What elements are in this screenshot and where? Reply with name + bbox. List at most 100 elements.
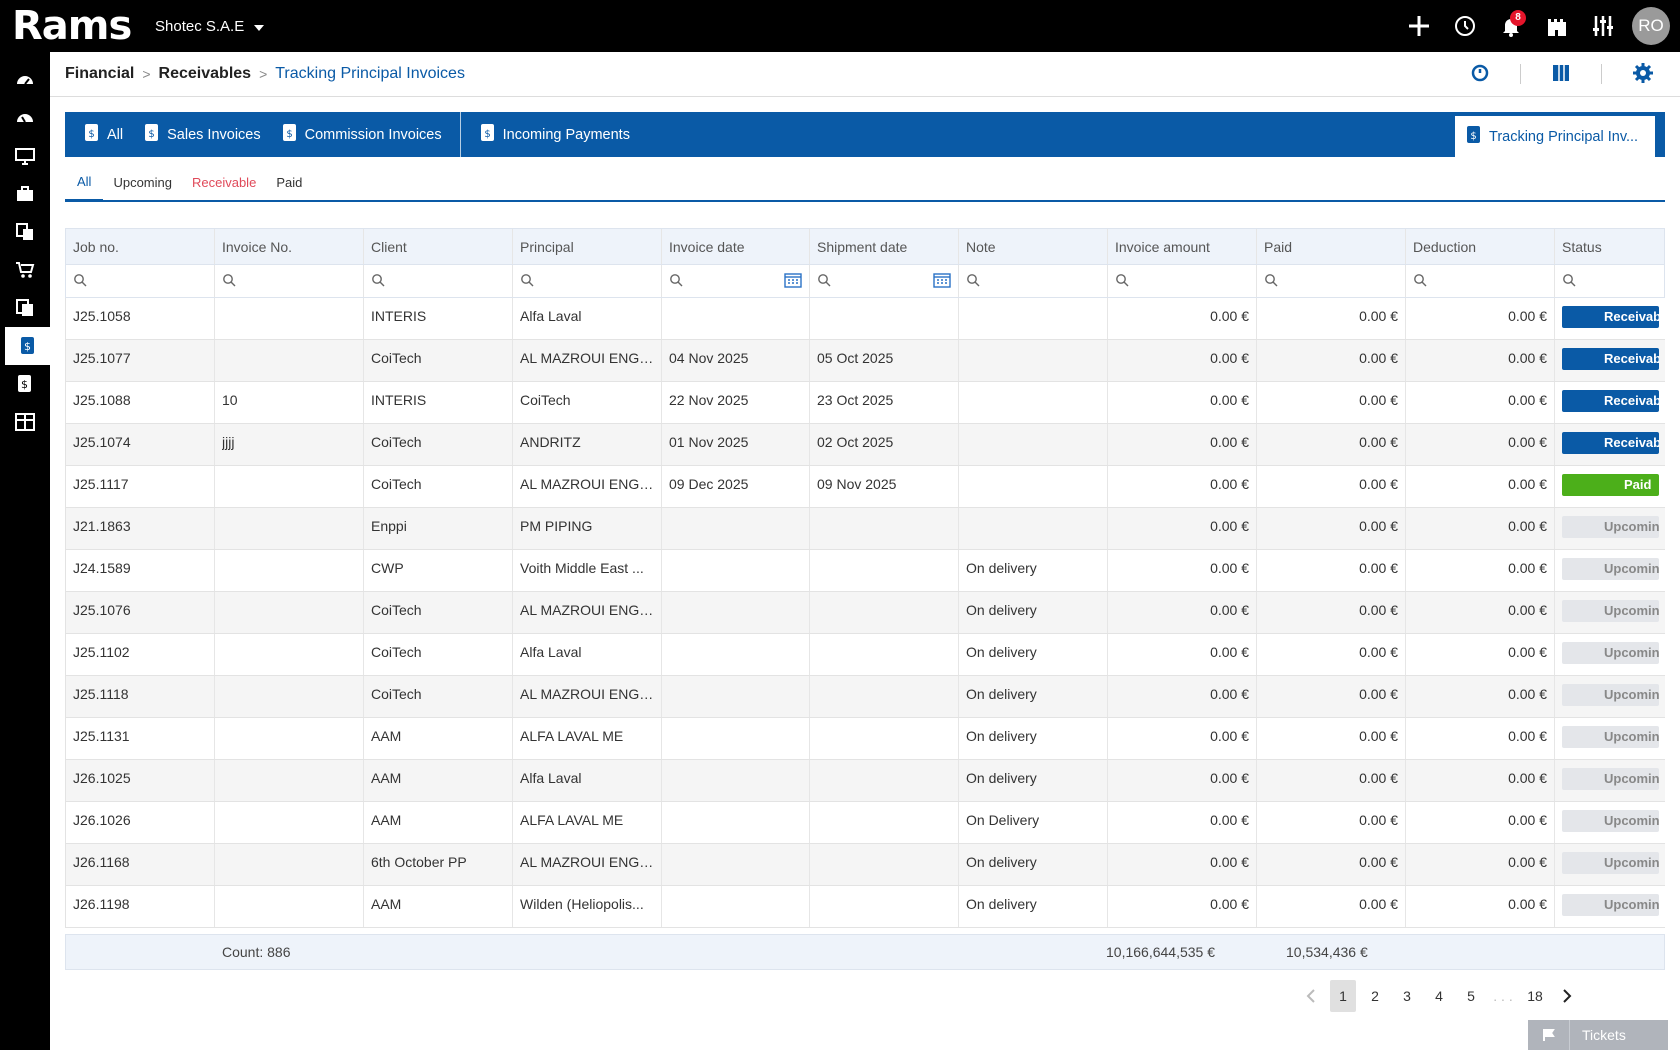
- column-header-deduction[interactable]: Deduction: [1406, 229, 1555, 264]
- column-header-paid[interactable]: Paid: [1257, 229, 1406, 264]
- page-1[interactable]: 1: [1330, 980, 1356, 1012]
- column-header-status[interactable]: Status: [1562, 238, 1602, 255]
- tab-label: Tracking Principal Inv...: [1489, 128, 1639, 145]
- table-row[interactable]: J21.1863 Enppi PM PIPING 0.00 € 0.00 € 0.00 €…: [65, 508, 1665, 550]
- invoice-icon[interactable]: $: [5, 327, 50, 365]
- table-row[interactable]: J25.1117 CoiTech AL MAZROUI ENGI... 09 Dec …: [65, 466, 1665, 508]
- column-header-invoice-amount[interactable]: Invoice amount: [1108, 229, 1257, 264]
- tab-sales-invoices[interactable]: $ Sales Invoices: [133, 112, 271, 157]
- table-row[interactable]: J26.1025 AAM Alfa Laval On delivery 0.00 € 0.…: [65, 760, 1665, 802]
- subtab-all[interactable]: All: [65, 164, 104, 202]
- columns-icon[interactable]: [1551, 63, 1571, 86]
- gauge-icon[interactable]: [0, 99, 50, 137]
- filter-principal[interactable]: [513, 265, 662, 297]
- company-selector[interactable]: Shotec S.A.E: [155, 18, 265, 35]
- subtab-receivable[interactable]: Receivable: [191, 174, 257, 190]
- filter-client[interactable]: [364, 265, 513, 297]
- cell-text: 0.00 €: [1359, 854, 1398, 870]
- cart-icon[interactable]: [0, 251, 50, 289]
- tickets-button[interactable]: Tickets: [1528, 1020, 1668, 1050]
- table-row[interactable]: J25.1118 CoiTech AL MAZROUI ENGI... On deli…: [65, 676, 1665, 718]
- breadcrumb-separator-icon: >: [259, 66, 268, 82]
- filter-deduction[interactable]: [1406, 265, 1555, 297]
- cell-client: INTERIS: [364, 382, 513, 423]
- column-header-invoice-no[interactable]: Invoice No.: [215, 229, 364, 264]
- table-row[interactable]: J24.1589 CWP Voith Middle East ... On deliv…: [65, 550, 1665, 592]
- column-header-client[interactable]: Client: [364, 229, 513, 264]
- cell-status: Upcoming: [1555, 802, 1666, 843]
- documents-icon[interactable]: [0, 213, 50, 251]
- table-row[interactable]: J25.1131 AAM ALFA LAVAL ME On delivery 0.00 …: [65, 718, 1665, 760]
- tab-incoming-payments[interactable]: $ Incoming Payments: [469, 112, 640, 157]
- column-header-shipment-date[interactable]: Shipment date: [810, 229, 959, 264]
- table-row[interactable]: J25.1074 jjjj CoiTech ANDRITZ 01 Nov 2025 02 …: [65, 424, 1665, 466]
- column-header-job-no[interactable]: Job no.: [66, 229, 215, 264]
- table-row[interactable]: J26.1168 6th October PP AL MAZROUI ENGI...…: [65, 844, 1665, 886]
- tab-all[interactable]: $ All: [73, 112, 133, 157]
- filter-note[interactable]: [959, 265, 1108, 297]
- app-logo[interactable]: Rams: [12, 3, 132, 49]
- table-row[interactable]: J25.1058 INTERIS Alfa Laval 0.00 € 0.00 € 0.0…: [65, 298, 1665, 340]
- cell-text: 0.00 €: [1508, 392, 1547, 408]
- cell-status: Upcoming: [1555, 844, 1666, 885]
- page-2[interactable]: 2: [1371, 988, 1379, 1004]
- filter-shipment-date[interactable]: [810, 265, 959, 297]
- cell-note: [959, 508, 1108, 549]
- gear-icon[interactable]: [1632, 62, 1654, 87]
- breadcrumb-receivables[interactable]: Receivables: [158, 65, 252, 82]
- table-row[interactable]: J26.1026 AAM ALFA LAVAL ME On Delivery 0.00 …: [65, 802, 1665, 844]
- filter-paid[interactable]: [1257, 265, 1406, 297]
- cell-client: AAM: [364, 760, 513, 801]
- page-4[interactable]: 4: [1435, 988, 1443, 1004]
- cell-shipment-date: [810, 550, 959, 591]
- cell-text: J26.1026: [73, 812, 131, 828]
- page-3[interactable]: 3: [1403, 988, 1411, 1004]
- bell-icon[interactable]: 8: [1488, 0, 1534, 52]
- table-row[interactable]: J25.1077 CoiTech AL MAZROUI ENGI... 04 Nov …: [65, 340, 1665, 382]
- cell-invoice-no: [215, 634, 364, 675]
- cell-client: CoiTech: [364, 340, 513, 381]
- subtab-upcoming[interactable]: Upcoming: [113, 174, 172, 190]
- cell-job-no: J25.1074: [66, 424, 215, 465]
- column-header-invoice-date[interactable]: Invoice date: [662, 229, 810, 264]
- tab-label: All: [107, 126, 124, 143]
- calendar-icon[interactable]: [933, 272, 951, 291]
- monitor-icon[interactable]: [0, 137, 50, 175]
- chevron-left-icon[interactable]: [1298, 980, 1324, 1012]
- column-header-note[interactable]: Note: [959, 229, 1108, 264]
- add-icon[interactable]: [1396, 0, 1442, 52]
- header-divider: [50, 96, 1680, 97]
- table-row[interactable]: J25.1076 CoiTech AL MAZROUI ENGI... On deli…: [65, 592, 1665, 634]
- column-header-principal[interactable]: Principal: [513, 229, 662, 264]
- filter-invoice-date[interactable]: [662, 265, 810, 297]
- cell-client: CoiTech: [364, 634, 513, 675]
- dashboard-icon[interactable]: [0, 61, 50, 99]
- sliders-icon[interactable]: [1580, 0, 1626, 52]
- table-row[interactable]: J26.1198 AAM Wilden (Heliopolis... On deliv…: [65, 886, 1665, 928]
- chevron-right-icon[interactable]: [1554, 980, 1580, 1012]
- briefcase-icon[interactable]: [0, 175, 50, 213]
- cell-deduction: 0.00 €: [1406, 550, 1555, 591]
- payment-doc-icon[interactable]: $: [0, 365, 50, 403]
- refresh-icon[interactable]: [1470, 63, 1490, 86]
- tab-tracking-principal-invoices[interactable]: $ Tracking Principal Inv...: [1455, 116, 1655, 157]
- cell-note: On delivery: [959, 886, 1108, 927]
- table-icon[interactable]: [0, 403, 50, 441]
- subtab-paid[interactable]: Paid: [276, 174, 303, 190]
- cell-text: 0.00 €: [1359, 434, 1398, 450]
- filter-job-no[interactable]: [66, 265, 215, 297]
- filter-invoice-no[interactable]: [215, 265, 364, 297]
- avatar[interactable]: RO: [1632, 7, 1670, 45]
- table-row[interactable]: J25.1088 10 INTERIS CoiTech 22 Nov 2025 23 Oc…: [65, 382, 1665, 424]
- filter-status[interactable]: [1555, 265, 1666, 297]
- breadcrumb-financial[interactable]: Financial: [65, 65, 135, 82]
- page-5[interactable]: 5: [1467, 988, 1475, 1004]
- filter-invoice-amount[interactable]: [1108, 265, 1257, 297]
- page-last[interactable]: 18: [1527, 988, 1543, 1004]
- history-icon[interactable]: [1442, 0, 1488, 52]
- files-icon[interactable]: [0, 289, 50, 327]
- castle-icon[interactable]: [1534, 0, 1580, 52]
- table-row[interactable]: J25.1102 CoiTech Alfa Laval On delivery 0.00…: [65, 634, 1665, 676]
- tab-commission-invoices[interactable]: $ Commission Invoices: [271, 112, 452, 157]
- calendar-icon[interactable]: [784, 272, 802, 291]
